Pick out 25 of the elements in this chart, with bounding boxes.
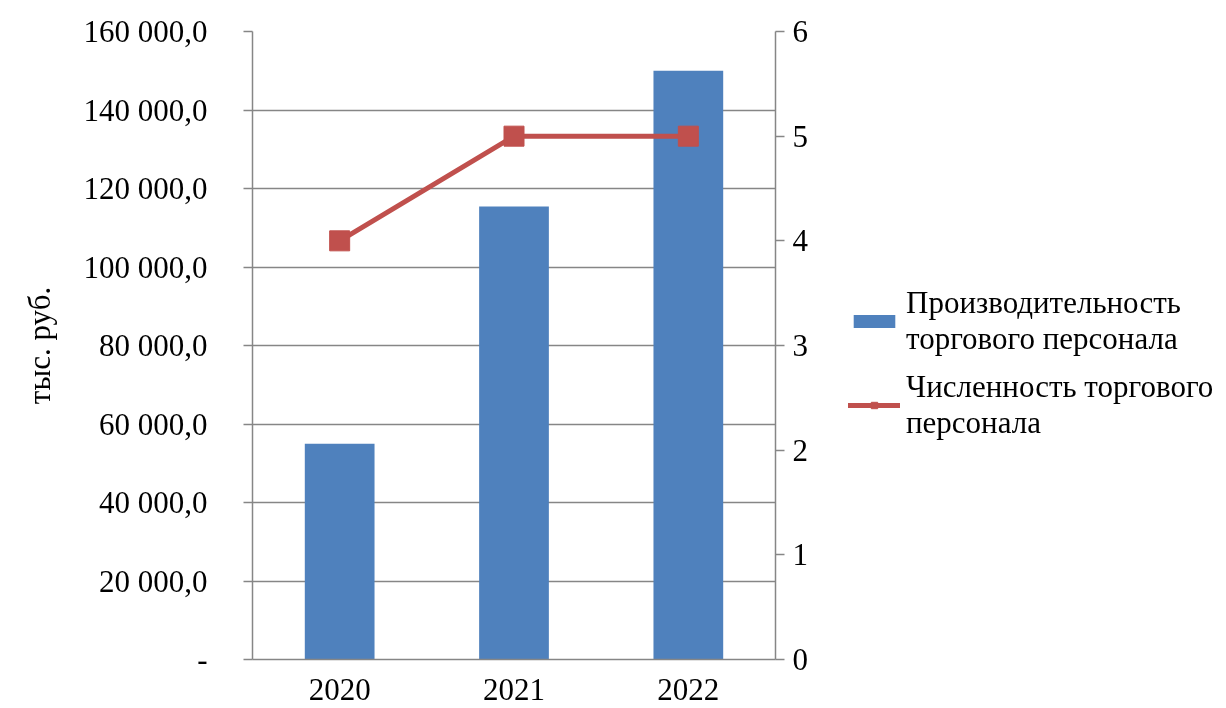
y-tick-label: 40 000,0 [99, 485, 208, 520]
y-tick-label: 140 000,0 [83, 92, 208, 128]
x-tick-label: 2022 [657, 671, 720, 707]
y2-tick-label: 3 [792, 328, 808, 363]
y-tick-label: 120 000,0 [83, 171, 208, 206]
y2-tick-label: 5 [792, 118, 808, 154]
y-tick-label: 160 000,0 [83, 14, 208, 49]
legend-label: Производительность торгового персонала [906, 285, 1181, 357]
y-axis-title: тыс. руб. [21, 286, 57, 405]
y-tick-label: - [197, 642, 208, 677]
y2-tick-label: 6 [792, 14, 808, 49]
y2-tick-label: 1 [792, 537, 808, 573]
bar [653, 70, 724, 660]
y2-tick-label: 2 [792, 432, 808, 468]
legend-label: Численность торгового персонала [906, 369, 1214, 441]
bar [304, 443, 375, 660]
y-tick-label: 60 000,0 [99, 406, 208, 442]
x-tick-label: 2021 [483, 671, 545, 707]
y-tick-label: 20 000,0 [99, 563, 208, 599]
y2-tick-label: 4 [792, 223, 809, 259]
bar [479, 206, 549, 660]
y2-tick-label: 0 [792, 642, 808, 677]
y-tick-label: 80 000,0 [99, 328, 208, 363]
x-tick-label: 2020 [308, 671, 371, 707]
y-tick-label: 100 000,0 [83, 249, 208, 285]
